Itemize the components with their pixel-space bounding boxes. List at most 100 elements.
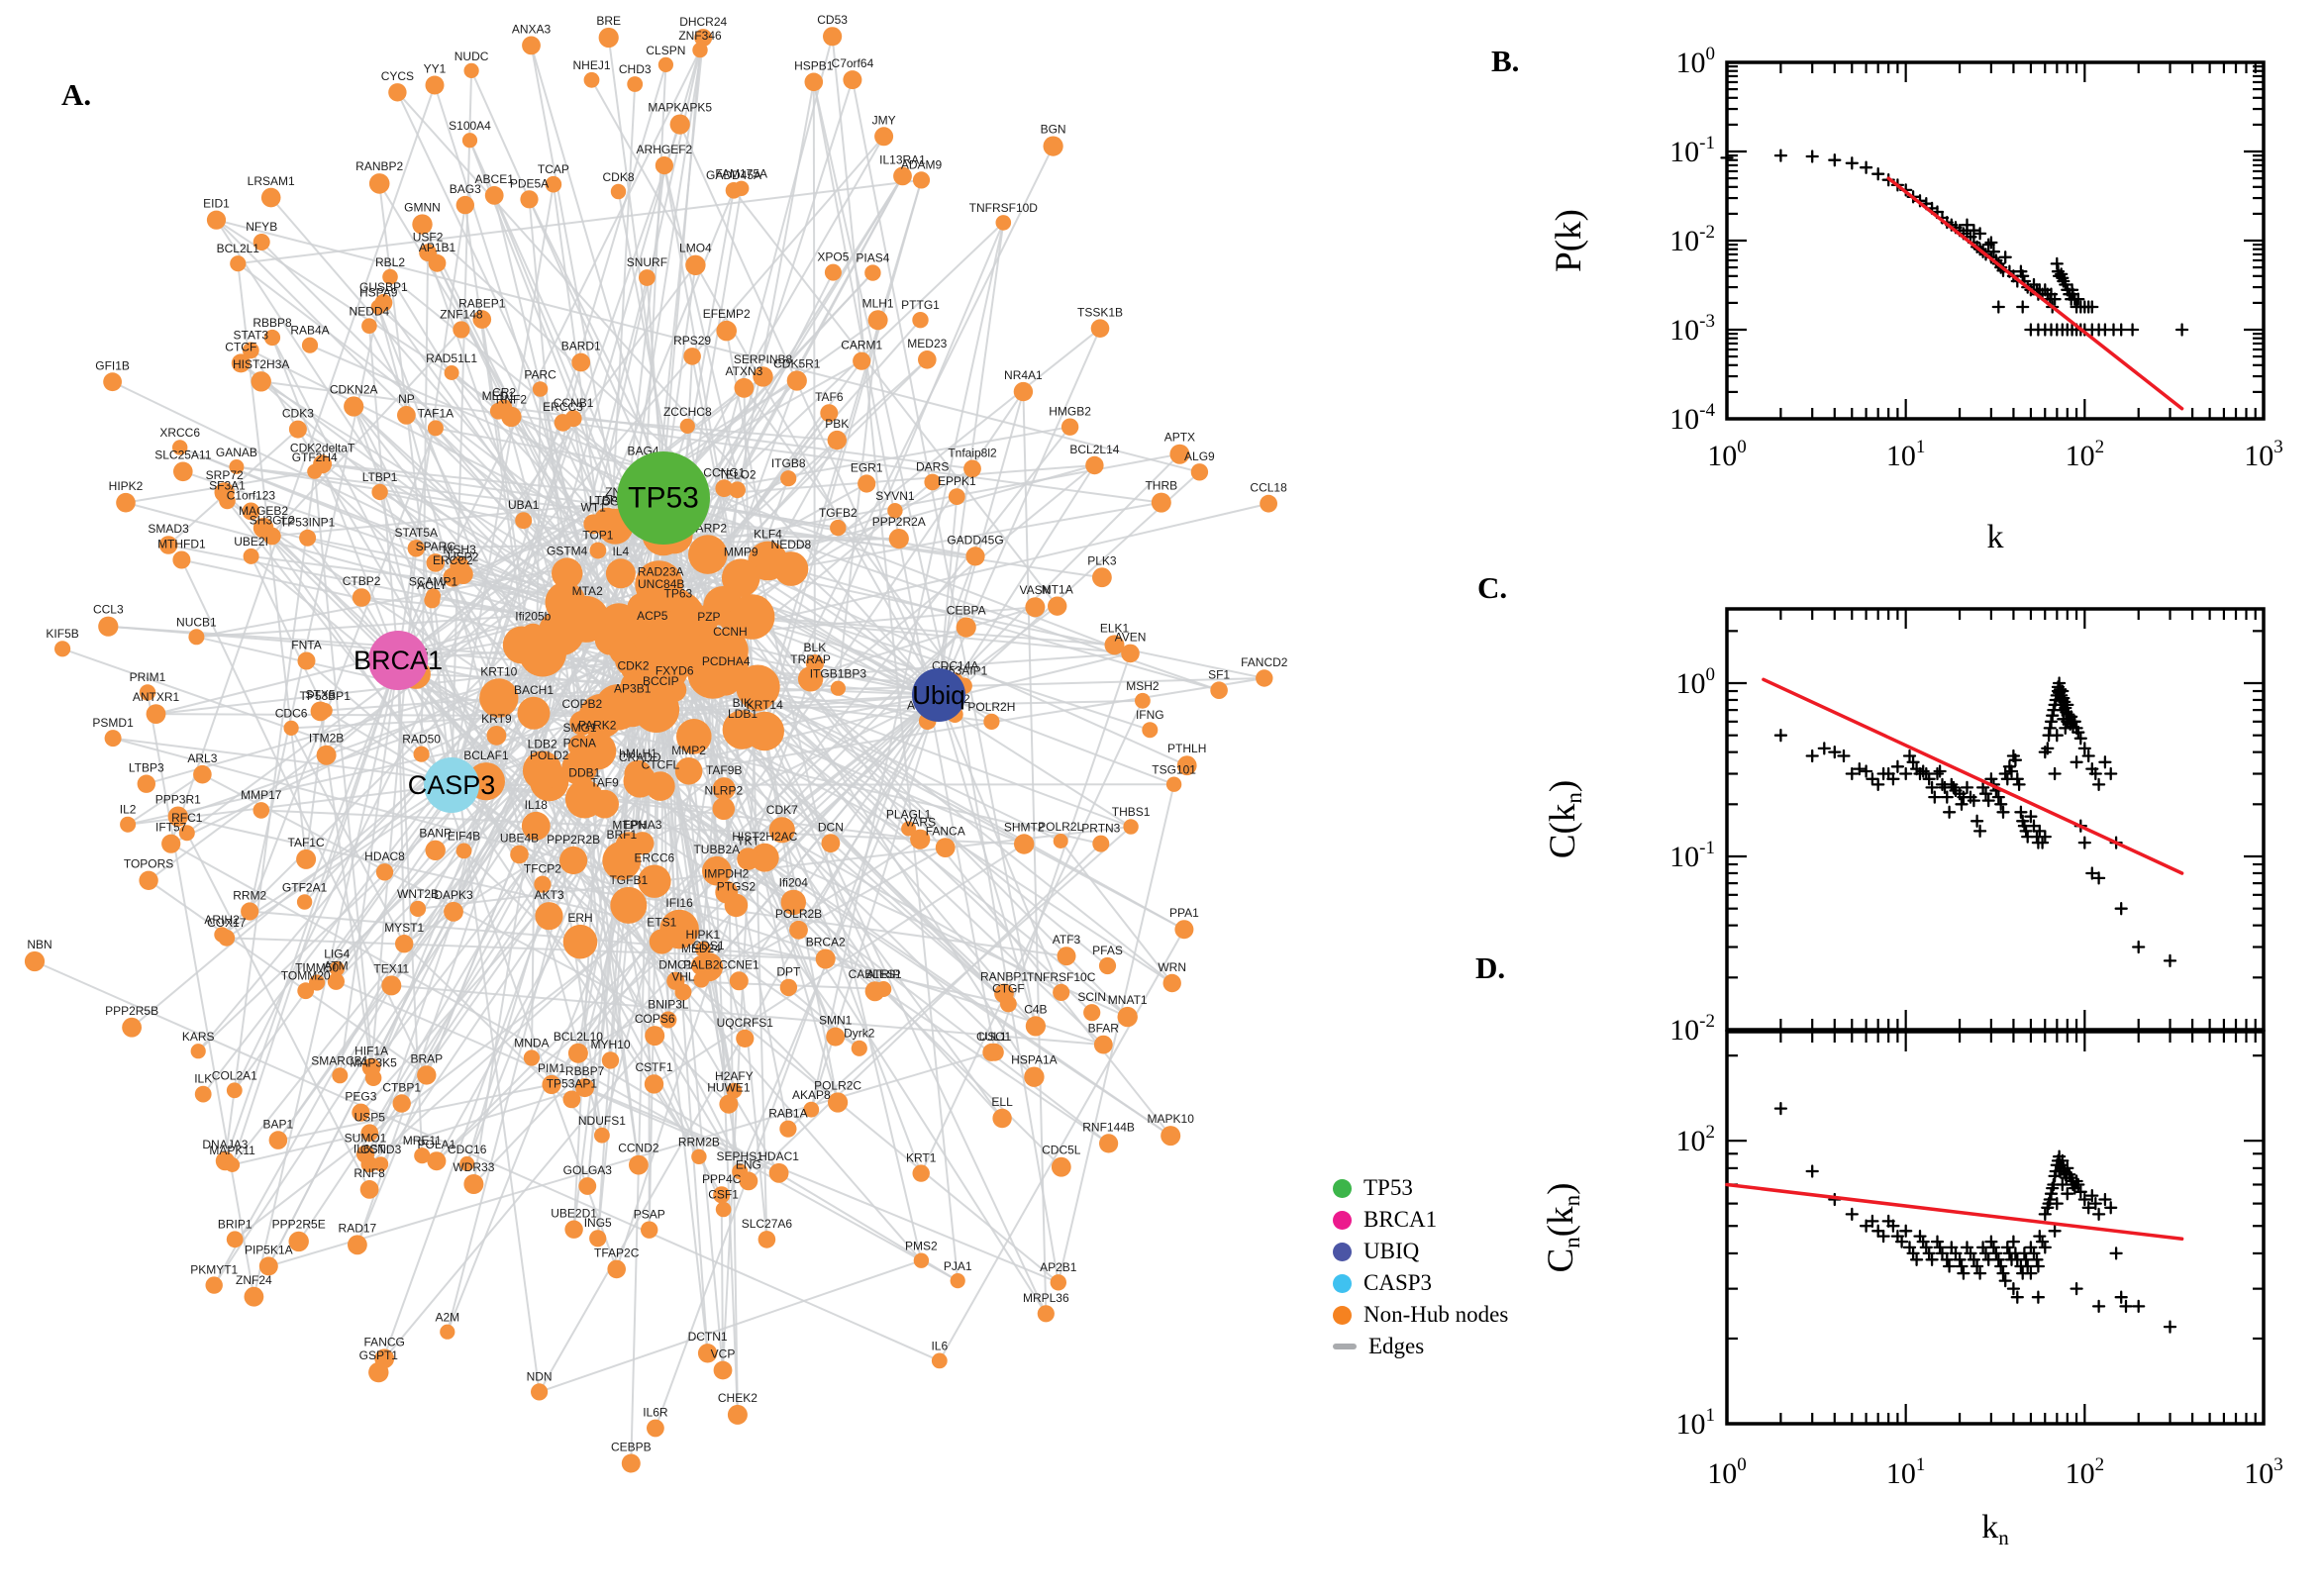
network-node: [146, 704, 166, 724]
network-node: [381, 975, 402, 996]
network-node-label: PPA1: [1169, 906, 1199, 920]
network-node-label: PMS2: [905, 1240, 938, 1253]
network-node: [564, 779, 604, 819]
network-node: [644, 1074, 664, 1094]
network-node: [571, 352, 591, 372]
network-node: [583, 71, 600, 88]
network-node: [1051, 1156, 1071, 1177]
network-edge: [250, 555, 327, 712]
network-node: [545, 581, 586, 623]
network-node-label: SERPINB8: [734, 352, 793, 366]
network-node: [173, 461, 193, 482]
network-node: [382, 268, 398, 285]
network-edge: [747, 662, 816, 859]
network-node-label: RNF8: [354, 1166, 385, 1180]
hub-circle: [617, 451, 710, 545]
network-node: [992, 1108, 1012, 1129]
network-node: [1161, 1126, 1181, 1147]
network-edge: [305, 710, 327, 860]
network-node-label: TAF9: [590, 776, 619, 790]
scatter-point: [1837, 748, 1851, 763]
network-node-label: RNF144B: [1082, 1120, 1135, 1134]
scatter-point: [1909, 1252, 1924, 1266]
scatter-point: [1899, 766, 1913, 781]
scatter-point: [2104, 1201, 2118, 1215]
network-edge: [391, 984, 1104, 1047]
network-node: [805, 654, 825, 673]
network-node-label: LTBP1: [362, 470, 398, 484]
scatter-point: [1930, 1235, 1945, 1248]
network-node-label: SMAD3: [148, 522, 189, 536]
network-node-label: XRCC6: [159, 426, 200, 440]
network-edge: [748, 843, 1102, 1182]
network-node: [983, 713, 1000, 731]
scatter-point: [1859, 160, 1873, 174]
scatter-point: [2070, 1281, 2083, 1296]
network-edge: [167, 428, 299, 547]
network-edge: [397, 375, 764, 661]
scatter-point: [1906, 755, 1920, 769]
network-node-label: WRN: [1158, 960, 1186, 974]
network-node: [1098, 956, 1117, 975]
network-node: [517, 696, 551, 730]
network-node-label: ELK1: [1100, 621, 1130, 635]
x-tick-label: 100: [1707, 437, 1747, 472]
network-node: [918, 350, 937, 369]
network-node-label: BRAP: [410, 1051, 443, 1065]
network-node-label: ATF3: [1053, 933, 1081, 947]
scatter-point: [2077, 742, 2091, 755]
scatter-point: [1967, 224, 1981, 238]
network-node-label: RNF2: [496, 393, 528, 407]
network-node-label: LDB2: [528, 737, 557, 750]
network-hub-brca1: BRCA1: [354, 631, 443, 690]
network-edge: [260, 809, 1025, 846]
scatter-point: [2006, 1281, 2021, 1296]
network-node: [874, 127, 894, 147]
network-edge: [238, 178, 922, 265]
network-node-label: GMNN: [404, 201, 441, 215]
network-node-label: UQCRFS1: [717, 1016, 774, 1030]
network-node-label: BFAR: [1088, 1022, 1120, 1036]
network-node: [779, 978, 798, 997]
x-tick-label: 101: [1886, 1454, 1926, 1490]
network-node: [729, 481, 746, 499]
network-edge: [397, 50, 701, 661]
network-edge: [397, 659, 618, 1270]
network-node: [413, 746, 430, 762]
network-node-label: CSTF1: [635, 1060, 672, 1074]
y-tick-label: 10-2: [1669, 222, 1715, 257]
edge-line-icon: [1333, 1344, 1357, 1349]
network-node: [887, 503, 903, 519]
network-edge: [938, 222, 1005, 696]
network-node: [693, 971, 710, 988]
scatter-point: [1886, 772, 1900, 786]
network-node-label: VHL: [671, 970, 695, 984]
network-edge: [662, 164, 923, 1261]
network-node: [589, 1230, 607, 1247]
network-node: [348, 1235, 367, 1255]
network-node-label: CDK8: [602, 170, 634, 184]
network-node: [601, 1051, 620, 1069]
scatter-point: [1940, 1252, 1954, 1266]
network-node-label: UBE2D1: [551, 1207, 597, 1221]
network-node-label: FANCA: [926, 824, 965, 838]
network-node: [901, 821, 917, 837]
network-node-label: GANAB: [216, 446, 257, 459]
network-node: [296, 848, 317, 869]
network-node: [486, 726, 507, 746]
x-tick-label: 103: [2244, 1454, 2283, 1490]
network-node-label: ZNF148: [440, 308, 483, 322]
network-edge: [654, 647, 1003, 1120]
network-node-label: GSPT1: [359, 1348, 399, 1362]
network-node: [1121, 644, 1140, 663]
scatter-point: [1925, 780, 1939, 795]
network-node-labels: CSTF1 KLF4 GTF2A1 HIST2H2AC ING5 ERCC3 POLR2B P…: [27, 13, 1287, 1453]
network-node: [851, 1040, 867, 1056]
panel-b-label: B.: [1491, 44, 1520, 78]
network-edge: [707, 637, 768, 1240]
network-node: [1165, 776, 1182, 792]
network-node-label: XPO5: [817, 250, 849, 264]
network-edge: [662, 271, 874, 499]
network-node: [780, 889, 806, 916]
